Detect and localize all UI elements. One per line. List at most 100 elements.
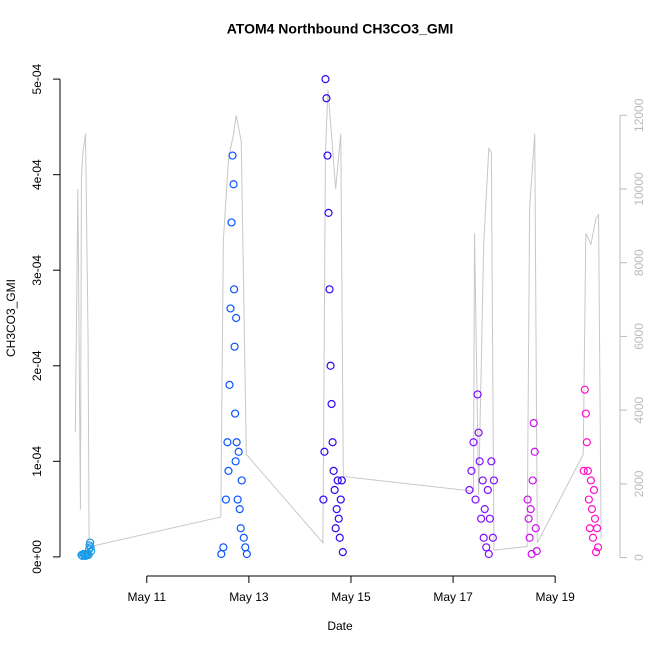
point: [322, 94, 331, 103]
point: [236, 524, 245, 533]
point: [334, 514, 343, 523]
point: [579, 466, 588, 475]
point: [531, 524, 540, 533]
point: [592, 524, 602, 533]
point: [241, 543, 250, 552]
point: [479, 533, 488, 542]
point: [482, 543, 491, 552]
point: [586, 476, 596, 485]
y2-tick-label: 6000: [632, 323, 646, 350]
point: [239, 533, 248, 542]
y2-tick-label: 2000: [632, 470, 646, 497]
point: [223, 438, 232, 447]
point: [330, 485, 339, 495]
point: [469, 438, 478, 447]
point: [325, 285, 334, 294]
point: [217, 549, 226, 559]
point: [230, 342, 239, 351]
point: [234, 447, 243, 456]
chart-title: ATOM4 Northbound CH3CO3_GMI: [227, 21, 454, 37]
point: [338, 548, 347, 557]
point: [335, 533, 344, 542]
point: [488, 533, 497, 542]
point: [487, 457, 496, 466]
y-tick-label: 1e-04: [30, 446, 44, 477]
point: [475, 457, 484, 466]
point: [226, 304, 235, 313]
point: [237, 476, 246, 485]
point: [324, 208, 333, 217]
point: [242, 549, 251, 559]
point: [529, 419, 538, 428]
point: [221, 495, 231, 504]
point: [467, 466, 476, 475]
point: [484, 549, 493, 559]
point: [489, 476, 499, 485]
x-tick-label: May 11: [128, 590, 167, 604]
point: [86, 538, 95, 547]
point: [337, 476, 346, 485]
y-tick-label: 2e-04: [30, 350, 44, 381]
x-tick-label: May 19: [535, 590, 575, 604]
point: [332, 505, 341, 514]
point: [320, 447, 329, 456]
point: [232, 438, 241, 447]
y-tick-label: 5e-04: [30, 63, 44, 94]
point: [580, 385, 589, 394]
point: [232, 313, 241, 323]
altitude-line: [74, 89, 602, 551]
x-tick-label: May 15: [331, 590, 371, 604]
point: [530, 447, 539, 456]
point: [485, 514, 494, 523]
point: [582, 438, 591, 447]
point: [224, 466, 233, 475]
y-tick-label: 4e-04: [30, 159, 44, 190]
y-tick-label: 0e+00: [30, 540, 44, 574]
point: [328, 438, 337, 447]
x-axis-label: Date: [327, 619, 353, 633]
y2-tick-label: 4000: [632, 396, 646, 423]
point: [329, 466, 338, 475]
point: [86, 543, 95, 552]
point: [584, 495, 593, 504]
y-tick-label: 3e-04: [30, 255, 44, 286]
point: [593, 543, 603, 552]
point: [225, 380, 234, 389]
point: [327, 399, 336, 409]
point: [233, 495, 242, 504]
point: [473, 390, 482, 399]
point: [591, 548, 601, 557]
point: [583, 466, 592, 475]
point: [587, 505, 597, 514]
point: [227, 218, 236, 227]
point: [478, 476, 487, 485]
point: [590, 514, 600, 523]
point: [229, 180, 238, 189]
point: [528, 476, 537, 485]
y2-tick-label: 10000: [632, 172, 646, 206]
point: [585, 524, 594, 533]
point: [474, 428, 483, 437]
point: [231, 457, 240, 466]
y2-tick-label: 12000: [632, 98, 646, 132]
point: [524, 514, 533, 523]
point: [323, 151, 332, 160]
point: [465, 485, 474, 495]
point: [477, 514, 486, 523]
point: [532, 547, 541, 556]
point: [523, 495, 532, 504]
point: [228, 151, 237, 160]
point: [336, 495, 345, 504]
point: [219, 543, 228, 552]
point: [230, 409, 240, 418]
point: [483, 485, 492, 495]
point: [333, 476, 342, 485]
point: [581, 409, 590, 418]
point: [480, 505, 489, 514]
point: [229, 285, 239, 294]
point: [471, 495, 480, 504]
point: [321, 75, 330, 84]
point: [526, 505, 535, 514]
